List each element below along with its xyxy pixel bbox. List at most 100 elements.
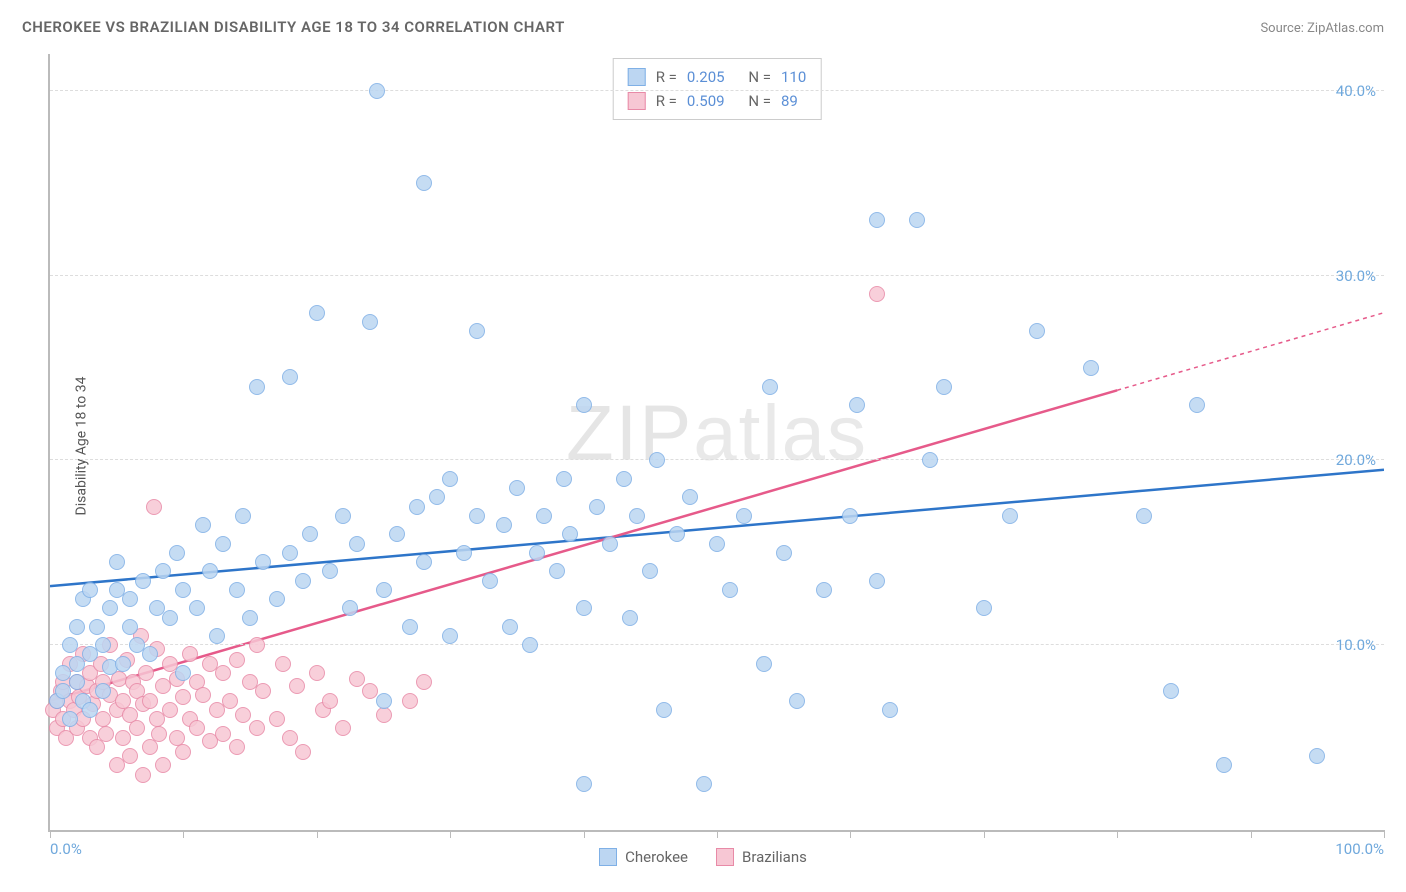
- scatter-point: [282, 730, 298, 746]
- scatter-point: [135, 767, 151, 783]
- scatter-point: [242, 610, 258, 626]
- legend-entry-1: Cherokee: [599, 848, 688, 866]
- scatter-point: [122, 591, 138, 607]
- scatter-point: [195, 517, 211, 533]
- scatter-point: [62, 711, 78, 727]
- scatter-point: [122, 748, 138, 764]
- x-tick: [1384, 830, 1385, 838]
- scatter-point: [175, 582, 191, 598]
- source-label: Source:: [1260, 21, 1303, 36]
- scatter-point: [456, 545, 472, 561]
- scatter-point: [762, 379, 778, 395]
- r-value-1: 0.205: [687, 65, 725, 89]
- scatter-point: [289, 678, 305, 694]
- series-legend: Cherokee Brazilians: [0, 848, 1406, 866]
- scatter-point: [656, 702, 672, 718]
- scatter-point: [182, 646, 198, 662]
- scatter-point: [1309, 748, 1325, 764]
- gridline-h: [50, 275, 1384, 276]
- scatter-point: [869, 573, 885, 589]
- n-label: N =: [748, 89, 771, 113]
- scatter-point: [309, 305, 325, 321]
- scatter-point: [376, 693, 392, 709]
- scatter-point: [416, 674, 432, 690]
- scatter-point: [789, 693, 805, 709]
- scatter-point: [162, 610, 178, 626]
- scatter-point: [215, 665, 231, 681]
- scatter-point: [1189, 397, 1205, 413]
- r-label: R =: [656, 89, 677, 113]
- scatter-point: [62, 637, 78, 653]
- scatter-point: [669, 526, 685, 542]
- scatter-point: [295, 744, 311, 760]
- scatter-point: [642, 563, 658, 579]
- scatter-point: [849, 397, 865, 413]
- scatter-point: [389, 526, 405, 542]
- scatter-point: [816, 582, 832, 598]
- scatter-point: [82, 582, 98, 598]
- scatter-point: [576, 776, 592, 792]
- scatter-point: [429, 489, 445, 505]
- x-tick: [584, 830, 585, 838]
- scatter-point: [869, 212, 885, 228]
- scatter-point: [722, 582, 738, 598]
- scatter-point: [649, 452, 665, 468]
- scatter-point: [142, 693, 158, 709]
- scatter-point: [402, 693, 418, 709]
- scatter-point: [138, 665, 154, 681]
- header: CHEROKEE VS BRAZILIAN DISABILITY AGE 18 …: [0, 0, 1406, 44]
- scatter-point: [95, 637, 111, 653]
- n-value-1: 110: [781, 65, 806, 89]
- scatter-point: [842, 508, 858, 524]
- x-tick: [850, 830, 851, 838]
- scatter-point: [169, 545, 185, 561]
- scatter-point: [155, 757, 171, 773]
- scatter-point: [376, 707, 392, 723]
- scatter-point: [175, 689, 191, 705]
- legend-label-2: Brazilians: [742, 848, 807, 866]
- scatter-point: [1002, 508, 1018, 524]
- scatter-point: [322, 693, 338, 709]
- legend-label-1: Cherokee: [625, 848, 688, 866]
- scatter-point: [909, 212, 925, 228]
- scatter-point: [169, 730, 185, 746]
- scatter-point: [189, 720, 205, 736]
- chart-title: CHEROKEE VS BRAZILIAN DISABILITY AGE 18 …: [22, 18, 565, 36]
- scatter-point: [95, 683, 111, 699]
- scatter-point: [616, 471, 632, 487]
- scatter-point: [249, 637, 265, 653]
- scatter-point: [376, 582, 392, 598]
- source-name: ZipAtlas.com: [1307, 21, 1384, 36]
- scatter-point: [442, 471, 458, 487]
- source-attribution: Source: ZipAtlas.com: [1260, 21, 1384, 36]
- scatter-point: [229, 739, 245, 755]
- scatter-point: [69, 619, 85, 635]
- scatter-point: [229, 582, 245, 598]
- scatter-point: [155, 563, 171, 579]
- scatter-point: [189, 600, 205, 616]
- scatter-point: [589, 499, 605, 515]
- scatter-point: [222, 693, 238, 709]
- scatter-point: [409, 499, 425, 515]
- scatter-point: [736, 508, 752, 524]
- scatter-point: [235, 707, 251, 723]
- scatter-point: [682, 489, 698, 505]
- scatter-point: [469, 508, 485, 524]
- scatter-point: [215, 726, 231, 742]
- scatter-point: [109, 554, 125, 570]
- scatter-point: [235, 508, 251, 524]
- r-label: R =: [656, 65, 677, 89]
- scatter-point: [349, 536, 365, 552]
- scatter-point: [295, 573, 311, 589]
- scatter-point: [269, 591, 285, 607]
- scatter-point: [349, 671, 365, 687]
- scatter-point: [869, 286, 885, 302]
- x-tick: [984, 830, 985, 838]
- y-tick-label: 10.0%: [1336, 636, 1376, 654]
- scatter-point: [335, 720, 351, 736]
- x-tick: [1251, 830, 1252, 838]
- scatter-point: [622, 610, 638, 626]
- scatter-point: [1136, 508, 1152, 524]
- scatter-point: [469, 323, 485, 339]
- scatter-point: [922, 452, 938, 468]
